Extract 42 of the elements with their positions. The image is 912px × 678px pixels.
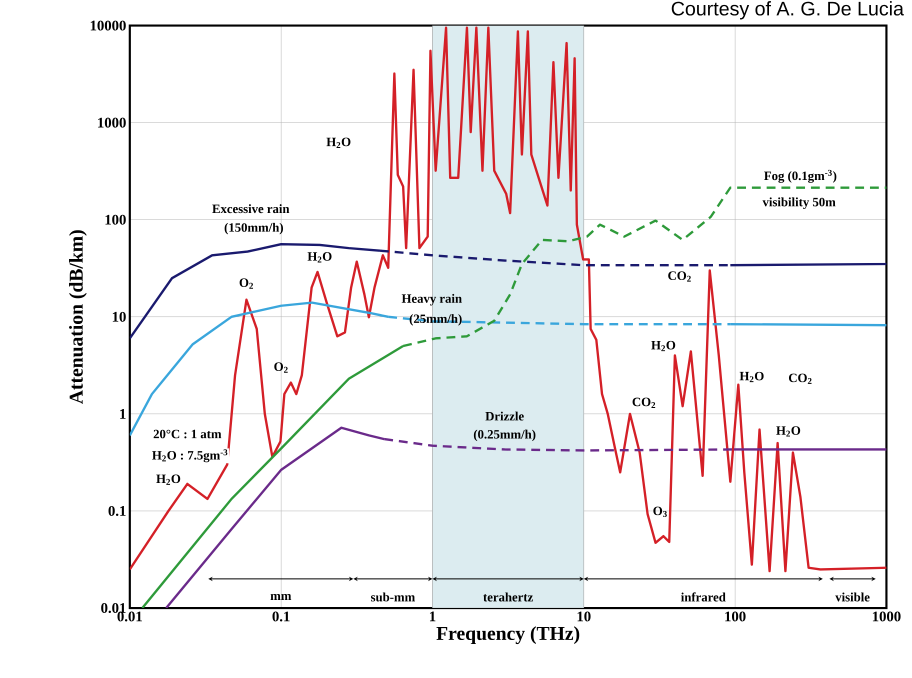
- annotation: O$_{3}$: [653, 506, 667, 518]
- x-tick-label: 0.1: [272, 612, 290, 622]
- x-tick-label: 1000: [872, 612, 901, 622]
- x-axis-title: Frequency (THz): [436, 626, 580, 644]
- annotation: CO$_{2}$: [632, 398, 656, 408]
- annotation: infrared: [681, 592, 726, 602]
- annotation: H$_{2}$O: [740, 372, 764, 382]
- y-tick-label: 1: [120, 409, 126, 419]
- annotation: O$_{2}$: [240, 278, 254, 289]
- annotation: O$_{2}$: [274, 362, 288, 373]
- annotation: Fog (0.1gm$^{-3}$): [764, 170, 836, 183]
- y-tick-label: 0.1: [108, 506, 126, 516]
- text: Courtesy of A. G. De Lucia: [672, 1, 904, 20]
- y-axis-title: Attenuation (dB/km): [69, 230, 87, 404]
- annotation: (150mm/h): [224, 222, 284, 234]
- annotation: sub-mm: [370, 592, 415, 602]
- x-tick-label: 10: [578, 612, 591, 622]
- y-tick-label: 10000: [90, 20, 126, 31]
- annotation: H$_{2}$O: [651, 340, 676, 352]
- y-tick-label: 0.01: [101, 603, 126, 614]
- annotation: visible: [835, 592, 870, 602]
- x-tick-label: 1: [430, 612, 436, 622]
- annotation: Drizzle: [485, 412, 524, 421]
- annotation: terahertz: [483, 592, 533, 602]
- y-tick-label: 100: [105, 214, 126, 225]
- x-tick-label: 100: [725, 612, 746, 622]
- annotation: visibility 50m: [762, 197, 836, 210]
- annotation: mm: [270, 594, 292, 600]
- annotation: Excessive rain: [212, 204, 290, 214]
- annotation: CO$_{2}$: [788, 374, 812, 384]
- annotation: H$_{2}$O: [308, 252, 332, 263]
- y-tick-label: 10: [112, 312, 126, 322]
- y-tick-label: 1000: [98, 118, 126, 128]
- annotation: (0.25mm/h): [474, 430, 536, 442]
- annotation: H$_{2}$O : 7.5gm$^{-3}$: [152, 449, 228, 462]
- annotation: H$_{2}$O: [326, 138, 350, 148]
- annotation: H$_{2}$O: [156, 474, 180, 485]
- annotation: CO$_{2}$: [668, 271, 691, 282]
- annotation: 20°C : 1 atm: [154, 430, 222, 438]
- annotation: Heavy rain: [402, 294, 462, 306]
- annotation: H$_{2}$O: [776, 426, 800, 437]
- annotation: (25mm/h): [410, 314, 462, 326]
